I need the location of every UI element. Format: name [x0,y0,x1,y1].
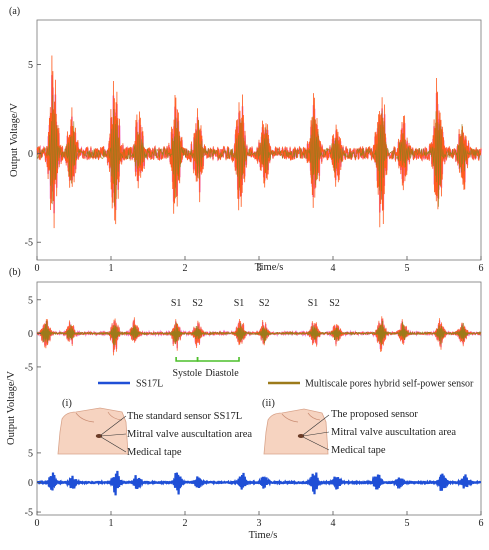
panel-b-xtick-label: 5 [405,518,410,529]
annotation-s1: S1 [234,298,245,309]
inset-standard-sensor: (i) The standard sensor SS17L Mitral val… [57,398,252,458]
panel-b-xtick-label: 4 [331,518,336,529]
panel-a-ylabel: Output Voltage/V [9,103,20,177]
panel-b-sensor-main [36,316,482,356]
annotation-diastole: Diastole [205,368,239,379]
panel-a-series-main [36,55,482,229]
inset-i-label-tape: Medical tape [127,447,182,458]
legend: SS17L Multiscale pores hybrid self-power… [98,379,474,390]
panel-b-ss17l-series [36,470,481,496]
panel-a-xtick-label: 0 [35,263,40,274]
systole-bracket [175,357,199,362]
annotation-s2: S2 [329,298,340,309]
panel-a-xtick-label: 2 [183,263,188,274]
diastole-bracket [196,357,240,362]
panel-b-yticks: -5 0 5 -5 0 5 [25,295,41,519]
annotation-s1: S1 [308,298,319,309]
panel-a-xtick-label: 4 [331,263,336,274]
panel-a-xtick-label: 3 [257,263,262,274]
inset-ii-tag: (ii) [262,398,275,409]
legend-label-ss17l: SS17L [136,379,163,390]
panel-b-xticks: 0 1 2 3 4 5 6 [35,511,484,529]
sensor-marker [297,434,305,438]
panel-a-ytick-label: 5 [28,60,33,71]
panel-a-xtick-label: 5 [405,263,410,274]
panel-b-label: (b) [9,267,21,278]
panel-b-ylabel: Output Voltage/V [6,371,17,445]
annotation-s1: S1 [171,298,182,309]
annotation-s2: S2 [192,298,203,309]
torso-illustration [263,408,329,455]
panel-b-top-ytick-label: 0 [28,329,33,340]
panel-a-yticks: -5 0 5 [25,60,41,249]
heart-sound-annotations: S1 S2 S1 S2 S1 S2 Systole Diastole [171,298,340,379]
panel-a-xtick-label: 6 [479,263,484,274]
panel-b-xtick-label: 3 [257,518,262,529]
inset-ii-label-sensor: The proposed sensor [331,409,418,420]
inset-ii-label-tape: Medical tape [331,445,386,456]
inset-proposed-sensor: (ii) The proposed sensor Mitral valve au… [262,398,456,456]
inset-i-label-mitral: Mitral valve auscultation area [127,429,252,440]
panel-b-xtick-label: 0 [35,518,40,529]
panel-a-traces [36,55,482,229]
panel-a-label: (a) [9,6,20,17]
panel-b-top-ytick-label: -5 [25,362,33,373]
panel-b-xlabel: Time/s [249,530,278,541]
annotation-systole: Systole [172,368,202,379]
annotation-s2: S2 [259,298,270,309]
panel-a-ytick-label: -5 [25,238,33,249]
panel-b-top-ytick-label: 5 [28,295,33,306]
panel-b-sensor-traces [36,316,482,356]
panel-b-sensor-series [36,320,482,346]
panel-b-bottom-ytick-label: -5 [25,508,33,519]
panel-b-bottom-ytick-label: 5 [28,448,33,459]
panel-b-xtick-label: 1 [109,518,114,529]
panel-a-series-overlay [36,94,482,207]
legend-label-proposed-sensor: Multiscale pores hybrid self-power senso… [305,379,474,390]
panel-a-ytick-label: 0 [28,149,33,160]
panel-b-xtick-label: 2 [183,518,188,529]
inset-ii-label-mitral: Mitral valve auscultation area [331,427,456,438]
panel-b-bottom-ytick-label: 0 [28,478,33,489]
panel-b-ss17l-traces [36,470,481,496]
panel-a-xlabel: Time/s [255,262,284,273]
panel-a-xticks: 0 1 2 3 4 5 6 [35,256,484,274]
inset-i-label-sensor: The standard sensor SS17L [127,411,242,422]
panel-b-xtick-label: 6 [479,518,484,529]
inset-i-tag: (i) [62,398,72,409]
sensor-marker [95,434,103,438]
panel-a-xtick-label: 1 [109,263,114,274]
panel-a: -5 0 5 0 1 2 3 4 5 6 (a) Time/s Output Voltage/V [9,6,484,274]
